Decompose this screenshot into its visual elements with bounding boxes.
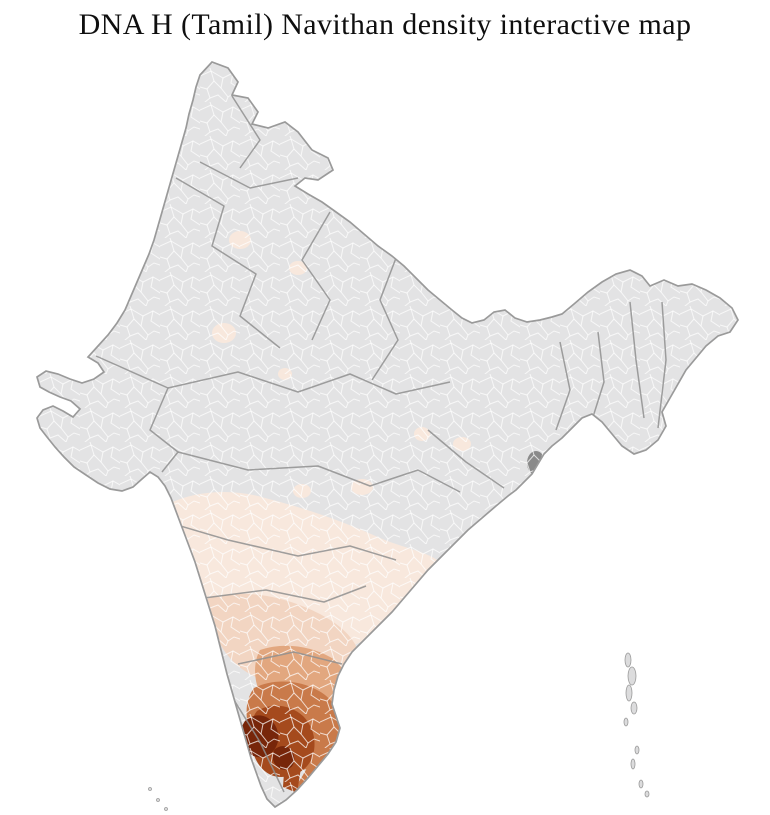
state-border-line <box>167 371 451 395</box>
lakshadweep-islands <box>148 787 168 811</box>
state-border-line <box>233 699 285 793</box>
island <box>624 652 632 668</box>
island <box>630 701 638 715</box>
india-outline <box>36 61 739 809</box>
island <box>638 779 644 789</box>
island <box>148 787 152 791</box>
island <box>634 745 640 755</box>
state-border-line <box>199 161 299 189</box>
island <box>630 758 636 770</box>
state-border-line <box>657 301 667 429</box>
island <box>156 798 160 802</box>
state-border-line <box>95 355 179 473</box>
state-border-line <box>231 95 261 169</box>
island <box>644 790 650 798</box>
state-border-line <box>203 585 367 603</box>
state-border-line <box>301 211 331 341</box>
state-border-line <box>427 429 505 489</box>
island <box>164 807 168 811</box>
state-boundaries <box>95 95 667 793</box>
state-border-line <box>175 177 281 349</box>
island <box>625 684 633 702</box>
andaman-islands <box>623 652 650 798</box>
state-border-line <box>159 519 397 561</box>
state-border-line <box>177 451 461 493</box>
state-border-line <box>591 331 605 421</box>
state-border-line <box>237 651 343 665</box>
map-title: DNA H (Tamil) Navithan density interacti… <box>78 8 692 41</box>
state-border-line <box>629 301 645 419</box>
island <box>627 666 637 686</box>
island <box>623 717 629 727</box>
state-border-line <box>371 257 399 381</box>
state-border-line <box>555 341 571 431</box>
